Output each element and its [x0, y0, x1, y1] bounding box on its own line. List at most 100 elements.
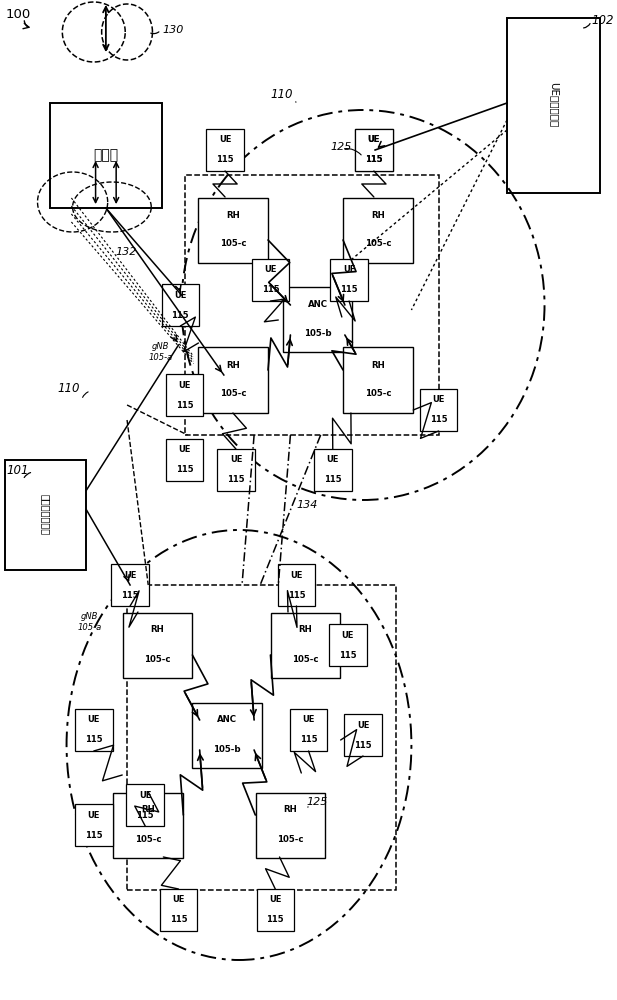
Text: 110: 110: [270, 89, 292, 102]
Text: 115: 115: [288, 590, 305, 600]
Text: UE: UE: [88, 716, 100, 724]
Text: 105-c: 105-c: [220, 239, 246, 248]
Bar: [75, 709, 112, 751]
Text: 132: 132: [115, 247, 136, 257]
Text: UE: UE: [174, 290, 186, 300]
Text: 基站通信管理器: 基站通信管理器: [40, 494, 51, 536]
Text: UE: UE: [357, 720, 369, 730]
Text: UE: UE: [219, 135, 231, 144]
Text: 130: 130: [162, 25, 183, 35]
Text: RH: RH: [284, 806, 297, 814]
Text: 125: 125: [307, 797, 328, 807]
Text: 115: 115: [176, 400, 193, 410]
Text: 115: 115: [85, 830, 102, 840]
Text: 115: 115: [172, 311, 189, 320]
Text: 115: 115: [170, 916, 188, 924]
Text: 115: 115: [267, 916, 284, 924]
Text: UE: UE: [290, 570, 303, 580]
Bar: [329, 624, 366, 666]
Text: RH: RH: [226, 360, 240, 369]
Text: gNB
105-a: gNB 105-a: [77, 612, 102, 632]
Text: 115: 115: [341, 286, 358, 294]
Bar: [290, 709, 327, 751]
Text: 105-c: 105-c: [135, 834, 162, 844]
Bar: [355, 129, 392, 171]
Text: UE: UE: [326, 456, 339, 464]
Text: 134: 134: [296, 500, 318, 510]
Bar: [507, 17, 600, 192]
Text: 115: 115: [122, 590, 139, 600]
Text: 115: 115: [136, 810, 154, 820]
Text: RH: RH: [226, 211, 240, 220]
Text: UE: UE: [230, 456, 242, 464]
Text: UE: UE: [269, 896, 281, 904]
Text: 115: 115: [216, 155, 234, 164]
Text: UE: UE: [343, 265, 355, 274]
Text: 105-b: 105-b: [213, 744, 241, 754]
Text: 100: 100: [6, 8, 31, 21]
Text: ANC: ANC: [308, 300, 328, 309]
Bar: [192, 702, 262, 768]
Bar: [314, 449, 352, 491]
Bar: [127, 585, 396, 890]
Bar: [420, 389, 457, 431]
Text: 101: 101: [6, 464, 28, 477]
Text: 110: 110: [57, 381, 80, 394]
Bar: [123, 612, 192, 678]
Bar: [278, 564, 315, 606]
Text: RH: RH: [371, 360, 385, 369]
Bar: [50, 103, 162, 208]
Bar: [255, 792, 325, 857]
Bar: [257, 889, 294, 931]
Bar: [344, 714, 382, 756]
Text: 115: 115: [365, 155, 383, 164]
Text: 105-c: 105-c: [365, 239, 391, 248]
Bar: [271, 612, 341, 678]
Bar: [198, 198, 268, 262]
Text: ANC: ANC: [217, 716, 237, 724]
Text: UE: UE: [139, 790, 151, 800]
Text: RH: RH: [299, 626, 312, 635]
Bar: [283, 287, 352, 352]
Text: UE通信管理器: UE通信管理器: [549, 82, 558, 128]
Text: 115: 115: [339, 650, 357, 660]
Bar: [160, 889, 197, 931]
Text: RH: RH: [151, 626, 164, 635]
Bar: [198, 348, 268, 412]
Bar: [343, 348, 413, 412]
Text: 115: 115: [262, 286, 280, 294]
Text: 115: 115: [430, 416, 447, 424]
Bar: [166, 439, 203, 481]
Bar: [355, 129, 392, 171]
Bar: [330, 259, 368, 301]
Text: 125: 125: [331, 142, 352, 152]
Text: UE: UE: [264, 265, 276, 274]
Bar: [343, 198, 413, 262]
Text: RH: RH: [141, 806, 155, 814]
Text: 115: 115: [365, 155, 383, 164]
Text: 105-c: 105-c: [220, 389, 246, 398]
Bar: [162, 284, 199, 326]
Text: 115: 115: [85, 736, 102, 744]
Text: UE: UE: [433, 395, 445, 404]
Text: 核心网: 核心网: [93, 148, 118, 162]
Text: UE: UE: [178, 446, 191, 454]
Text: 115: 115: [300, 736, 317, 744]
Bar: [75, 804, 112, 846]
Bar: [166, 374, 203, 416]
Bar: [217, 449, 255, 491]
Bar: [252, 259, 289, 301]
Text: 105-b: 105-b: [304, 330, 331, 338]
Text: 102: 102: [592, 13, 614, 26]
Text: 115: 115: [354, 740, 372, 750]
Text: UE: UE: [124, 570, 136, 580]
Text: UE: UE: [302, 716, 315, 724]
Bar: [111, 564, 149, 606]
Text: 105-c: 105-c: [292, 655, 319, 664]
Bar: [184, 175, 439, 435]
Text: 115: 115: [227, 476, 245, 485]
Text: gNB
105-a: gNB 105-a: [148, 342, 173, 362]
Bar: [114, 792, 183, 857]
Bar: [4, 460, 86, 570]
Text: UE: UE: [172, 896, 184, 904]
